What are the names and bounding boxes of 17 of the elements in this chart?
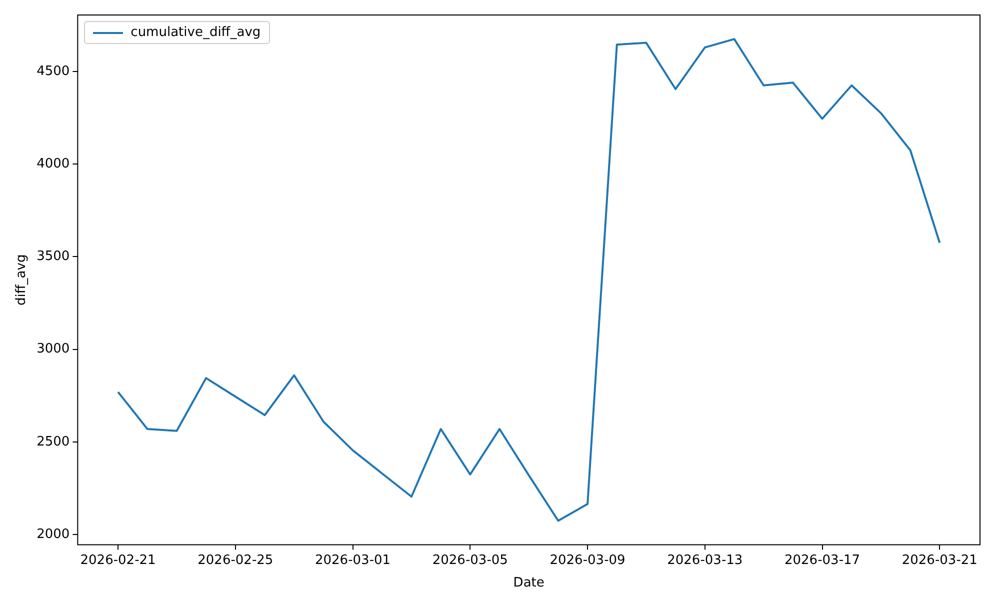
x-tick-label: 2026-03-17 [784,552,860,568]
x-tick-label: 2026-03-05 [432,552,508,568]
y-tick-label: 3500 [36,249,70,264]
x-tick-label: 2026-03-13 [667,552,743,568]
x-tick-label: 2026-03-01 [315,552,391,568]
x-tick-label: 2026-02-25 [198,552,274,568]
x-axis-title: Date [513,576,544,591]
y-tick-label: 2000 [36,526,70,542]
legend-label: cumulative_diff_avg [130,25,261,40]
y-tick-label: 3000 [36,342,70,357]
x-tick-label: 2026-03-09 [550,552,626,568]
y-tick-label: 4000 [36,156,70,172]
y-tick-label: 4500 [36,64,70,79]
y-tick-label: 2500 [36,434,70,450]
y-axis-title: diff_avg [14,254,30,306]
x-tick-label: 2026-03-21 [902,552,978,568]
x-tick-label: 2026-02-21 [80,552,156,568]
